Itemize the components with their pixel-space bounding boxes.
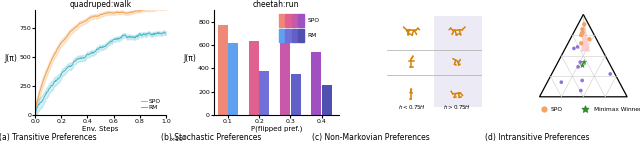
RM xyxy=(109,39,117,41)
Point xyxy=(576,34,586,36)
Bar xyxy=(279,29,284,42)
Text: SPO: SPO xyxy=(307,18,319,23)
Title: cheetah:run: cheetah:run xyxy=(253,0,300,9)
Bar xyxy=(435,16,482,107)
Point xyxy=(577,31,588,34)
Point xyxy=(575,61,586,63)
Point xyxy=(572,46,582,48)
SPO xyxy=(138,9,146,11)
Text: (b) Stochastic Preferences: (b) Stochastic Preferences xyxy=(161,133,261,142)
SPO xyxy=(159,7,167,9)
Text: (c) Non-Markovian Preferences: (c) Non-Markovian Preferences xyxy=(312,133,430,142)
Title: quadruped:walk: quadruped:walk xyxy=(70,0,132,9)
RM xyxy=(162,32,170,34)
SPO xyxy=(93,15,101,17)
Y-axis label: J(π): J(π) xyxy=(183,54,196,63)
SPO xyxy=(31,109,39,110)
Point xyxy=(573,66,583,68)
RM xyxy=(159,33,166,34)
RM xyxy=(93,49,101,50)
Bar xyxy=(312,52,321,115)
Bar xyxy=(218,25,228,115)
Bar xyxy=(292,29,298,42)
Point xyxy=(605,73,615,75)
Point xyxy=(579,61,589,63)
Point xyxy=(576,42,586,44)
Text: (d) Intransitive Preferences: (d) Intransitive Preferences xyxy=(485,133,590,142)
Point xyxy=(577,64,588,67)
SPO xyxy=(155,7,163,9)
Text: SPO: SPO xyxy=(551,107,563,112)
Text: RM: RM xyxy=(307,33,317,38)
Text: $h < 0.75H$: $h < 0.75H$ xyxy=(397,103,426,111)
Point xyxy=(577,79,588,82)
Point xyxy=(584,38,595,40)
Polygon shape xyxy=(581,14,590,52)
RM xyxy=(94,48,102,50)
Bar xyxy=(292,14,298,27)
Point xyxy=(575,89,586,92)
SPO xyxy=(94,15,102,17)
Point xyxy=(580,108,590,110)
Bar xyxy=(280,42,290,115)
Bar xyxy=(285,14,291,27)
SPO xyxy=(109,12,117,14)
Bar xyxy=(249,41,259,115)
Bar xyxy=(259,71,269,115)
RM xyxy=(102,45,110,47)
Y-axis label: J(π): J(π) xyxy=(4,54,17,63)
Text: Minimax Winner: Minimax Winner xyxy=(594,107,640,112)
RM xyxy=(31,112,39,114)
Point xyxy=(556,81,566,83)
Bar xyxy=(322,85,332,115)
Text: $\times10^7$: $\times10^7$ xyxy=(168,134,186,144)
SPO xyxy=(102,12,110,14)
Point xyxy=(539,108,549,110)
Bar xyxy=(298,29,304,42)
Text: $h > 0.75H$: $h > 0.75H$ xyxy=(443,103,471,111)
X-axis label: P(flipped pref.): P(flipped pref.) xyxy=(251,126,302,132)
Line: RM: RM xyxy=(35,32,166,113)
Line: SPO: SPO xyxy=(35,8,166,109)
Point xyxy=(577,28,588,30)
Bar xyxy=(228,43,238,115)
Text: (a) Transitive Preferences: (a) Transitive Preferences xyxy=(0,133,97,142)
Point xyxy=(569,47,579,50)
Bar xyxy=(298,14,304,27)
RM xyxy=(138,34,146,35)
RM xyxy=(160,31,168,33)
Bar xyxy=(291,74,301,115)
Legend: SPO, RM: SPO, RM xyxy=(139,96,163,112)
SPO xyxy=(162,7,170,9)
Point xyxy=(579,23,589,25)
Bar xyxy=(279,14,284,27)
Bar xyxy=(285,29,291,42)
X-axis label: Env. Steps: Env. Steps xyxy=(83,126,119,132)
Point xyxy=(577,32,587,34)
